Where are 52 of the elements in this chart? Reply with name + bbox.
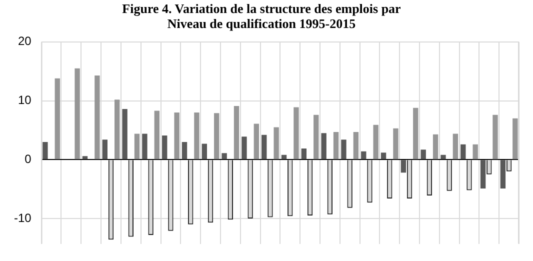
bar [134, 134, 140, 160]
bar [314, 114, 319, 160]
bar [440, 154, 446, 160]
bar [162, 135, 168, 160]
bar [202, 144, 208, 160]
bar [274, 127, 279, 160]
bar [294, 107, 299, 160]
bar [432, 134, 438, 160]
bar [373, 124, 378, 160]
y-tick-label: 0 [24, 152, 32, 166]
bar [82, 156, 88, 160]
bar [174, 112, 180, 160]
bar [400, 160, 406, 173]
bar [182, 142, 188, 160]
bar [460, 144, 466, 160]
bar [102, 140, 108, 160]
bar [472, 144, 478, 160]
bar [262, 134, 267, 160]
bar [353, 132, 359, 160]
bar [122, 109, 128, 160]
bar [194, 112, 200, 160]
bar [512, 118, 518, 160]
bar [500, 160, 506, 188]
bar [114, 100, 120, 160]
bar [281, 154, 287, 160]
y-tick-label: 20 [18, 34, 32, 48]
bar [254, 124, 260, 160]
bar [492, 114, 498, 160]
bar [361, 151, 366, 160]
bar [452, 134, 458, 160]
bar [54, 78, 60, 160]
y-tick-label: 10 [18, 93, 32, 108]
bar [480, 160, 486, 188]
bar [42, 142, 48, 160]
bar [420, 150, 426, 160]
bar [333, 132, 339, 160]
bar [222, 153, 227, 160]
chart-title: Figure 4. Variation de la structure des emplois par Niveau de qualification 1995-2015 [122, 0, 402, 31]
bar [380, 152, 386, 160]
bar [94, 75, 100, 160]
bar [214, 113, 220, 160]
bar [301, 148, 307, 160]
bar [234, 106, 240, 160]
bar [142, 134, 148, 160]
y-tick-label: -10 [14, 210, 32, 225]
bar [242, 136, 247, 160]
bar [341, 140, 346, 160]
bar [154, 110, 160, 160]
bar [413, 108, 418, 160]
bar [393, 128, 398, 160]
bar [321, 133, 326, 160]
bar [74, 68, 80, 160]
